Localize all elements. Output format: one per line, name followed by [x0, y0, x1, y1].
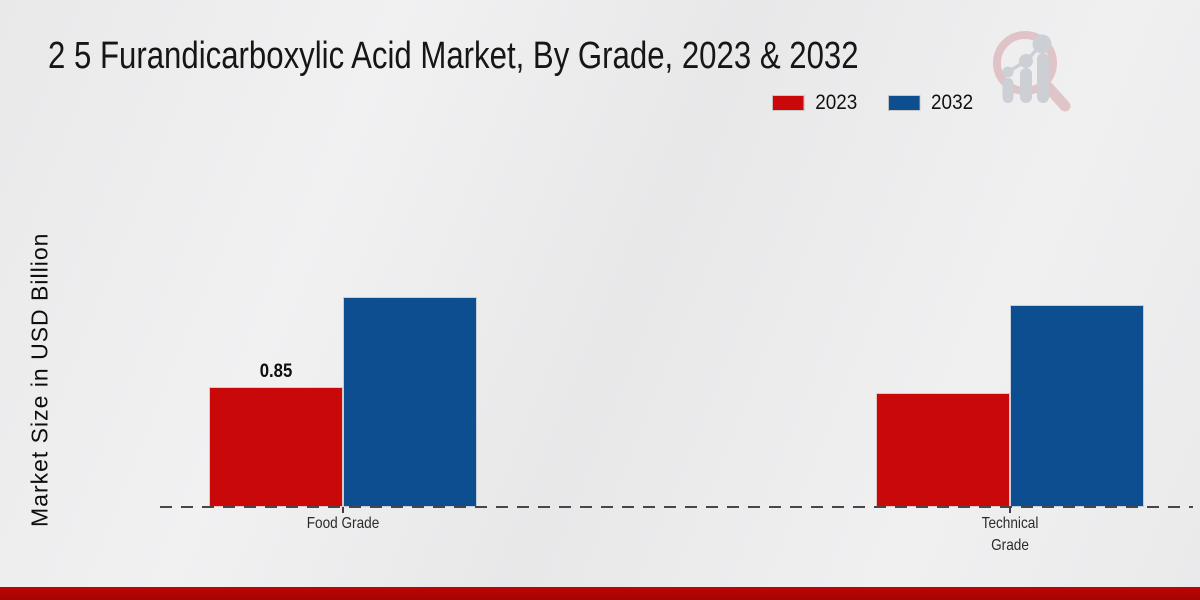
- footer-accent-strip: [0, 587, 1200, 600]
- bar-food-grade-2023: [209, 387, 343, 507]
- chart-title: 2 5 Furandicarboxylic Acid Market, By Gr…: [48, 35, 859, 77]
- x-tick-label-technical-grade: Technical Grade: [981, 515, 1039, 554]
- legend-label-2023: 2023: [815, 91, 858, 114]
- legend-swatch-2023: [772, 94, 805, 111]
- bar-technical-grade-2023: [876, 393, 1010, 507]
- bar-food-grade-2032: [343, 297, 477, 507]
- x-tick: [342, 507, 344, 513]
- x-axis-line: [160, 506, 1193, 508]
- bar-technical-grade-2032: [1010, 305, 1144, 507]
- legend-label-2032: 2032: [931, 91, 974, 114]
- magnifier-bar-chart-logo-icon: [993, 31, 1071, 112]
- x-tick-label-food-grade: Food Grade: [306, 515, 380, 532]
- bar-value-label: 0.85: [259, 361, 293, 382]
- legend-item-2032: 2032: [887, 91, 974, 114]
- legend-swatch-2032: [887, 94, 921, 111]
- x-tick: [1009, 507, 1011, 513]
- legend: 2023 2032: [772, 92, 973, 113]
- legend-item-2023: 2023: [772, 92, 857, 113]
